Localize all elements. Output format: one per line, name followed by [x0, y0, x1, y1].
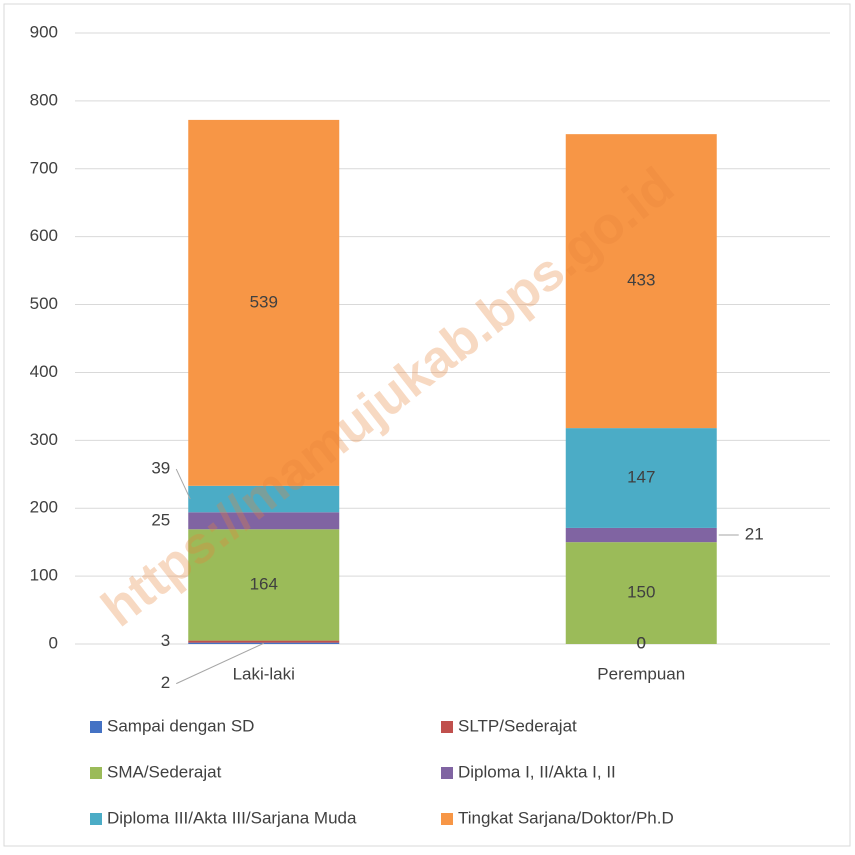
legend-swatch: [90, 767, 102, 779]
y-tick-label: 500: [30, 294, 58, 313]
y-tick-label: 0: [49, 633, 58, 652]
legend-label: SMA/Sederajat: [107, 762, 222, 781]
data-label: 0: [637, 633, 646, 652]
bar-segment: [565, 134, 717, 429]
y-tick-label: 800: [30, 90, 58, 109]
y-tick-label: 900: [30, 22, 58, 41]
legend-swatch: [90, 721, 102, 733]
leader-line: [175, 468, 191, 500]
bar-segment: [188, 640, 340, 643]
data-label: 0: [637, 633, 646, 652]
legend-label: Sampai dengan SD: [107, 716, 254, 735]
data-label: 21: [745, 525, 764, 544]
leader-line: [176, 642, 264, 685]
legend-swatch: [441, 813, 453, 825]
y-tick-label: 700: [30, 158, 58, 177]
x-tick-label: Perempuan: [597, 664, 685, 683]
legend-swatch: [90, 813, 102, 825]
legend-swatch: [441, 721, 453, 733]
data-label: 3: [161, 631, 170, 650]
x-tick-label: Laki-laki: [233, 664, 295, 683]
bar-segment: [565, 527, 717, 543]
y-tick-label: 200: [30, 498, 58, 517]
legend-label: Tingkat Sarjana/Doktor/Ph.D: [458, 808, 674, 827]
data-label: 150: [627, 583, 655, 602]
data-label: 164: [250, 574, 278, 593]
y-tick-label: 600: [30, 226, 58, 245]
legend-swatch: [441, 767, 453, 779]
data-label: 539: [250, 292, 278, 311]
bar-segment: [188, 512, 340, 530]
data-label: 433: [627, 271, 655, 290]
y-tick-label: 400: [30, 362, 58, 381]
bar-segment: [565, 428, 717, 528]
legend-label: Diploma I, II/Akta I, II: [458, 762, 616, 781]
legend-label: Diploma III/Akta III/Sarjana Muda: [107, 808, 357, 827]
bar-segment: [188, 485, 340, 513]
data-label: 39: [151, 459, 170, 478]
data-label: 147: [627, 467, 655, 486]
data-label: 2: [161, 673, 170, 692]
bar-segment: [188, 529, 340, 641]
data-label: 25: [151, 510, 170, 529]
legend-label: SLTP/Sederajat: [458, 716, 577, 735]
bar-segment: [565, 542, 717, 644]
bar-segment: [188, 119, 340, 486]
y-tick-label: 100: [30, 566, 58, 585]
y-tick-label: 300: [30, 430, 58, 449]
